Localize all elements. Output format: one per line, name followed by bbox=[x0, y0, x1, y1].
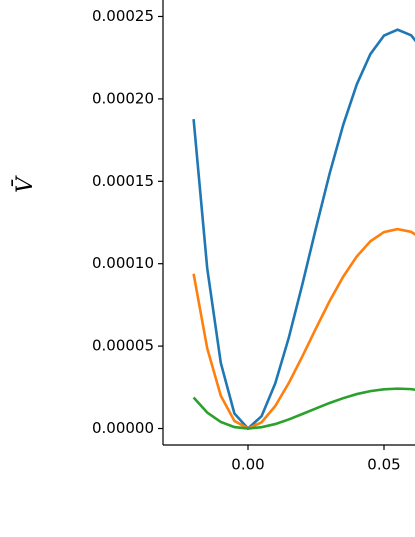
y-tick-label: 0.00000 bbox=[92, 419, 154, 437]
y-tick-label: 0.00020 bbox=[92, 89, 154, 107]
y-tick-label: 0.00010 bbox=[92, 254, 154, 272]
y-axis-label: V̄ bbox=[11, 175, 38, 193]
line-series bbox=[192, 387, 415, 430]
line-series bbox=[192, 28, 415, 431]
x-tick-label: 0.00 bbox=[231, 456, 264, 474]
x-tick-label: 0.05 bbox=[367, 456, 400, 474]
line-series bbox=[192, 227, 415, 430]
y-tick-label: 0.00005 bbox=[92, 337, 154, 355]
y-tick-label: 0.00025 bbox=[92, 7, 154, 25]
y-tick-label: 0.00015 bbox=[92, 172, 154, 190]
